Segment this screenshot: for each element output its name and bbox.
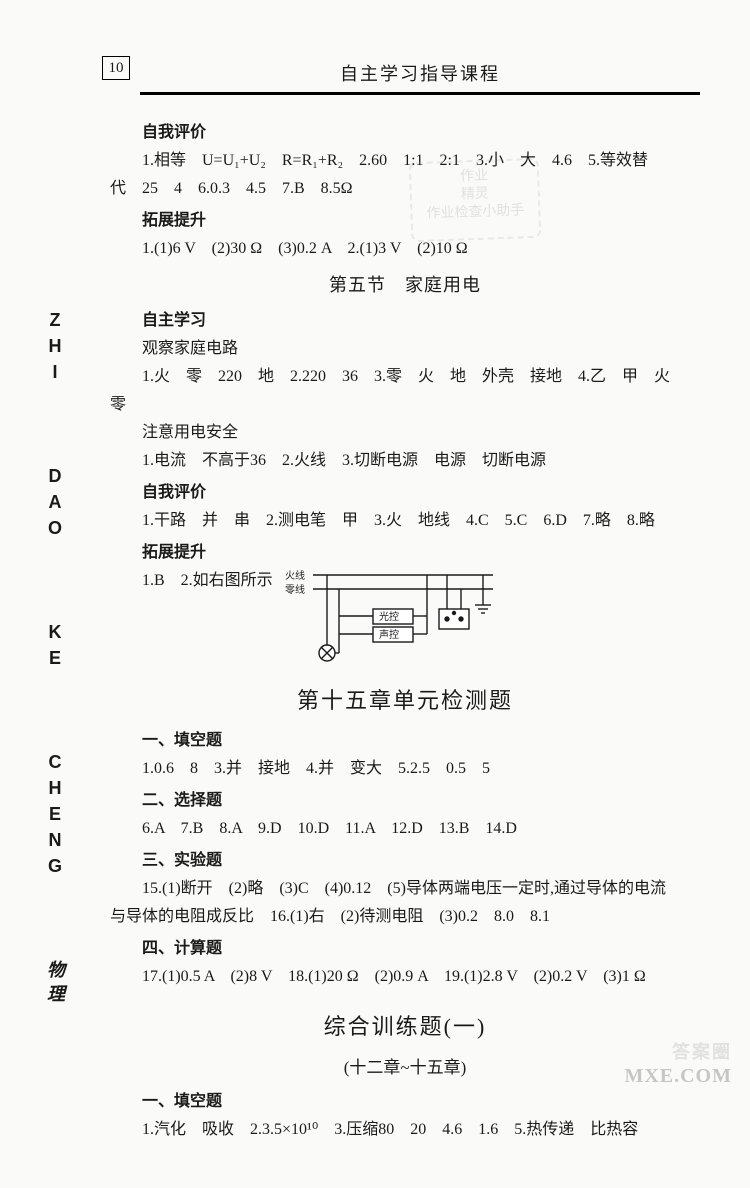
label-zero: 零线 <box>285 583 305 596</box>
section-5-title: 第五节 家庭用电 <box>110 271 700 297</box>
circuit-diagram: 火线 零线 <box>283 561 503 665</box>
section-heading: 四、计算题 <box>110 935 700 963</box>
page-header: 10 自主学习指导课程 <box>110 60 700 95</box>
answer-line: 1.B 2.如右图所示 <box>110 567 273 595</box>
answer-line: 1.(1)6 V (2)30 Ω (3)0.2 A 2.(1)3 V (2)10… <box>110 235 700 263</box>
combined-title: 综合训练题(一) <box>110 1009 700 1041</box>
calc-section: 四、计算题 17.(1)0.5 A (2)8 V 18.(1)20 Ω (2)0… <box>110 935 700 991</box>
combined-fill-section: 一、填空题 1.汽化 吸收 2.3.5×10¹⁰ 3.压缩80 20 4.6 1… <box>110 1088 700 1144</box>
answer-line: 1.0.6 8 3.并 接地 4.并 变大 5.2.5 0.5 5 <box>110 755 700 783</box>
stamp-line: 作业检查小助手 <box>412 202 539 224</box>
section-heading: 自我评价 <box>110 119 700 147</box>
answer-line: 1.相等 U=U₁+U₂ R=R₁+R₂ 2.60 1:1 2:1 3.小 大 … <box>110 147 700 175</box>
answer-line: 代 25 4 6.0.3 4.5 7.B 8.5Ω <box>110 175 700 203</box>
watermark-brand: 答案圈 <box>672 1038 732 1064</box>
diagram-row: 1.B 2.如右图所示 火线 零线 <box>110 567 700 665</box>
answer-line: 6.A 7.B 8.A 9.D 10.D 11.A 12.D 13.B 14.D <box>110 815 700 843</box>
sub-heading: 注意用电安全 <box>110 419 700 447</box>
section-heading: 拓展提升 <box>110 207 700 235</box>
choice-section: 二、选择题 6.A 7.B 8.A 9.D 10.D 11.A 12.D 13.… <box>110 787 700 843</box>
section-self-study: 自主学习 观察家庭电路 1.火 零 220 地 2.220 36 3.零 火 地… <box>110 307 700 475</box>
watermark-stamp: 作业 精灵 作业检查小助手 <box>409 158 542 242</box>
section-heading: 二、选择题 <box>110 787 700 815</box>
experiment-section: 三、实验题 15.(1)断开 (2)略 (3)C (4)0.12 (5)导体两端… <box>110 847 700 931</box>
answer-line: 1.电流 不高于36 2.火线 3.切断电源 电源 切断电源 <box>110 447 700 475</box>
answer-line: 15.(1)断开 (2)略 (3)C (4)0.12 (5)导体两端电压一定时,… <box>110 875 700 903</box>
label-light: 光控 <box>379 610 399 623</box>
section-expand-2: 拓展提升 1.B 2.如右图所示 火线 零线 <box>110 539 700 665</box>
fill-section: 一、填空题 1.0.6 8 3.并 接地 4.并 变大 5.2.5 0.5 5 <box>110 727 700 783</box>
section-heading: 自我评价 <box>110 479 700 507</box>
watermark-url: MXE.COM <box>624 1065 732 1088</box>
section-self-eval-2: 自我评价 1.干路 并 串 2.测电笔 甲 3.火 地线 4.C 5.C 6.D… <box>110 479 700 535</box>
answer-line: 1.干路 并 串 2.测电笔 甲 3.火 地线 4.C 5.C 6.D 7.略 … <box>110 507 700 535</box>
section-heading: 自主学习 <box>110 307 700 335</box>
sub-heading: 观察家庭电路 <box>110 335 700 363</box>
answer-line: 1.汽化 吸收 2.3.5×10¹⁰ 3.压缩80 20 4.6 1.6 5.热… <box>110 1116 700 1144</box>
section-self-eval-1: 自我评价 1.相等 U=U₁+U₂ R=R₁+R₂ 2.60 1:1 2:1 3… <box>110 119 700 203</box>
combined-range: (十二章~十五章) <box>110 1053 700 1078</box>
page-number: 10 <box>102 56 130 80</box>
answer-line: 与导体的电阻成反比 16.(1)右 (2)待测电阻 (3)0.2 8.0 8.1 <box>110 903 700 931</box>
section-expand-1: 拓展提升 1.(1)6 V (2)30 Ω (3)0.2 A 2.(1)3 V … <box>110 207 700 263</box>
section-heading: 一、填空题 <box>110 1088 700 1116</box>
section-heading: 三、实验题 <box>110 847 700 875</box>
answer-line: 17.(1)0.5 A (2)8 V 18.(1)20 Ω (2)0.9 A 1… <box>110 963 700 991</box>
page-body: 10 自主学习指导课程 作业 精灵 作业检查小助手 自我评价 1.相等 U=U₁… <box>0 0 750 1188</box>
sidebar-vertical-text: ZHI DAO KE CHENG 物理 <box>42 310 68 1008</box>
answer-line: 1.火 零 220 地 2.220 36 3.零 火 地 外壳 接地 4.乙 甲… <box>110 363 700 419</box>
unit-test-title: 第十五章单元检测题 <box>110 683 700 715</box>
header-title: 自主学习指导课程 <box>140 60 700 95</box>
section-heading: 一、填空题 <box>110 727 700 755</box>
label-fire: 火线 <box>285 569 305 582</box>
label-sound: 声控 <box>379 628 399 641</box>
